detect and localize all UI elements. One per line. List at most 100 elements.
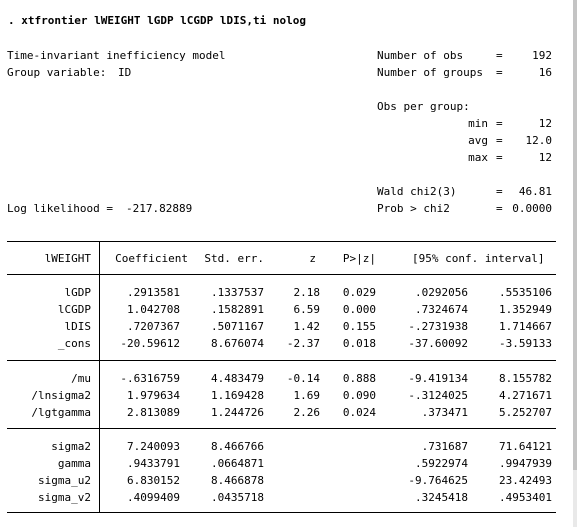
max-label: max [468,151,488,164]
log-likelihood-label: Log likelihood = [7,202,120,215]
wald-value: 46.81 [518,185,552,198]
group-variable-value: ID [118,66,132,79]
cell-z-stat: 1.42 [293,320,321,333]
cell-ci-upper: .4953401 [499,491,552,504]
cell-ci-upper: 4.271671 [499,389,552,402]
cell-z-stat: -0.14 [286,372,320,385]
header-pvalue: P>|z| [342,252,376,265]
ngroups-label: Number of groups [377,66,483,79]
cell-std-err: .0435718 [211,491,264,504]
cell-ci-lower: .5922974 [415,457,468,470]
prob-eq: = [496,202,503,215]
cell-std-err: 8.466878 [211,474,264,487]
cell-coefficient: -.6316759 [120,372,180,385]
cell-variable: sigma2 [51,440,91,453]
min-value: 12 [538,117,552,130]
cell-ci-upper: 1.714667 [499,320,552,333]
cell-coefficient: 1.042708 [127,303,180,316]
cell-coefficient: 1.979634 [127,389,180,402]
header-conf-interval: [95% conf. interval] [412,252,545,265]
cell-ci-lower: -9.764625 [408,474,468,487]
cell-ci-upper: -3.59133 [499,337,552,350]
cell-variable: /lgtgamma [31,406,91,419]
cell-std-err: 8.466766 [211,440,264,453]
cell-std-err: 4.483479 [211,372,264,385]
avg-value: 12.0 [525,134,553,147]
scrollbar-thumb[interactable] [573,0,577,470]
min-eq: = [496,117,503,130]
cell-ci-lower: -.3124025 [408,389,468,402]
cell-ci-lower: -9.419134 [408,372,468,385]
cell-variable: /mu [71,372,91,385]
cell-p-value: 0.000 [342,303,376,316]
cell-z-stat: 6.59 [293,303,321,316]
cell-ci-lower: .3245418 [415,491,468,504]
table-divider [99,241,100,513]
cell-ci-lower: .0292056 [415,286,468,299]
cell-z-stat: 1.69 [293,389,321,402]
prob-value: 0.0000 [512,202,552,215]
cell-variable: gamma [57,457,91,470]
header-coefficient: Coefficient [115,252,188,265]
cell-ci-lower: -.2731938 [408,320,468,333]
cell-p-value: 0.888 [342,372,376,385]
cell-coefficient: .7207367 [127,320,180,333]
cell-variable: lDIS [64,320,92,333]
nobs-eq: = [496,49,503,62]
cell-std-err: 1.244726 [211,406,264,419]
model-title: Time-invariant inefficiency model [7,49,226,62]
cell-std-err: 1.169428 [211,389,264,402]
ngroups-eq: = [496,66,503,79]
avg-eq: = [496,134,503,147]
min-label: min [468,117,488,130]
ngroups-value: 16 [538,66,552,79]
table-top-rule [7,241,556,242]
cell-ci-lower: .7324674 [415,303,468,316]
cell-ci-lower: .731687 [421,440,468,453]
cell-variable: _cons [57,337,91,350]
cell-p-value: 0.024 [342,406,376,419]
obs-per-group-label: Obs per group: [377,100,470,113]
wald-eq: = [496,185,503,198]
cell-ci-upper: 23.42493 [499,474,552,487]
prob-label: Prob > chi2 [377,202,450,215]
cell-coefficient: 6.830152 [127,474,180,487]
table-header-rule [7,274,556,275]
table-sep-rule-2 [7,428,556,429]
header-std-err: Std. err. [204,252,264,265]
table-sep-rule-1 [7,360,556,361]
cell-p-value: 0.018 [342,337,376,350]
cell-variable: sigma_u2 [38,474,91,487]
vertical-scrollbar[interactable] [573,0,577,527]
command-line: . xtfrontier lWEIGHT lGDP lCGDP lDIS,ti … [8,14,307,27]
nobs-value: 192 [532,49,552,62]
cell-ci-upper: .9947939 [499,457,552,470]
cell-coefficient: .9433791 [127,457,180,470]
cell-ci-upper: .5535106 [499,286,552,299]
cell-ci-upper: 71.64121 [499,440,552,453]
cell-z-stat: 2.18 [293,286,321,299]
cell-p-value: 0.155 [342,320,376,333]
cell-coefficient: .4099409 [127,491,180,504]
cell-std-err: .1337537 [211,286,264,299]
cell-coefficient: 2.813089 [127,406,180,419]
table-bottom-rule [7,512,556,513]
cell-ci-upper: 1.352949 [499,303,552,316]
cell-variable: /lnsigma2 [31,389,91,402]
cell-variable: lGDP [64,286,92,299]
group-variable-label: Group variable: [7,66,107,79]
cell-std-err: 8.676074 [211,337,264,350]
max-value: 12 [538,151,552,164]
log-likelihood-value: -217.82889 [126,202,193,215]
cell-z-stat: -2.37 [286,337,320,350]
cell-coefficient: -20.59612 [120,337,180,350]
wald-label: Wald chi2(3) [377,185,457,198]
cell-ci-lower: .373471 [421,406,468,419]
cell-variable: sigma_v2 [38,491,91,504]
cell-z-stat: 2.26 [293,406,321,419]
max-eq: = [496,151,503,164]
cell-std-err: .0664871 [211,457,264,470]
header-variable: lWEIGHT [44,252,91,265]
cell-coefficient: .2913581 [127,286,180,299]
